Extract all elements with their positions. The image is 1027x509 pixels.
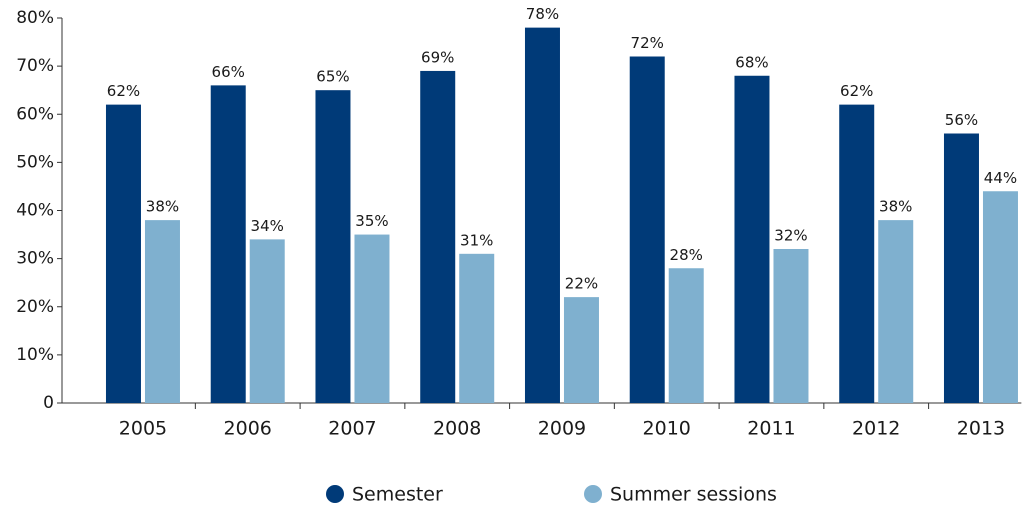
y-tick-label: 0 (43, 393, 54, 413)
value-label: 44% (984, 169, 1017, 187)
bar (982, 191, 1018, 403)
x-tick-label: 2005 (119, 418, 167, 440)
value-label: 65% (316, 68, 349, 86)
value-label: 22% (565, 275, 598, 293)
y-tick-label: 40% (16, 201, 54, 221)
value-label: 72% (631, 34, 664, 52)
y-tick-label: 70% (16, 56, 54, 76)
bar (734, 75, 770, 403)
bar (563, 297, 599, 403)
y-tick-label: 60% (16, 104, 54, 124)
legend-label: Semester (352, 484, 443, 506)
bar (420, 70, 456, 403)
y-tick-label: 50% (16, 152, 54, 172)
bar (105, 104, 141, 403)
bar (773, 249, 809, 403)
value-label: 34% (251, 217, 284, 235)
bar (629, 56, 665, 403)
value-label: 66% (212, 63, 245, 81)
x-tick-label: 2010 (643, 418, 691, 440)
value-label: 69% (421, 48, 454, 66)
bar (839, 104, 875, 403)
x-tick-label: 2012 (852, 418, 900, 440)
x-tick-label: 2006 (224, 418, 272, 440)
x-tick-label: 2009 (538, 418, 586, 440)
bar (668, 268, 704, 403)
legend-swatch (326, 485, 344, 503)
x-tick-label: 2008 (433, 418, 481, 440)
bar (144, 220, 180, 403)
bar (354, 234, 390, 403)
value-label: 62% (840, 82, 873, 100)
x-tick-label: 2013 (957, 418, 1005, 440)
value-label: 35% (355, 212, 388, 230)
value-label: 32% (774, 227, 807, 245)
bar (524, 27, 560, 403)
value-label: 62% (107, 82, 140, 100)
value-label: 68% (735, 53, 768, 71)
value-label: 38% (879, 198, 912, 216)
y-tick-label: 80% (16, 8, 54, 28)
bar (878, 220, 914, 403)
bar (315, 90, 351, 403)
value-label: 78% (526, 5, 559, 23)
y-tick-label: 20% (16, 297, 54, 317)
value-label: 38% (146, 198, 179, 216)
value-label: 31% (460, 231, 493, 249)
legend-swatch (584, 485, 602, 503)
y-tick-label: 30% (16, 249, 54, 269)
value-label: 56% (945, 111, 978, 129)
bar (210, 85, 246, 403)
bar (249, 239, 285, 403)
bar (943, 133, 979, 403)
x-tick-label: 2007 (328, 418, 376, 440)
y-tick-label: 10% (16, 345, 54, 365)
value-label: 28% (670, 246, 703, 264)
x-tick-label: 2011 (747, 418, 795, 440)
legend-label: Summer sessions (610, 484, 777, 506)
bar (459, 253, 495, 403)
